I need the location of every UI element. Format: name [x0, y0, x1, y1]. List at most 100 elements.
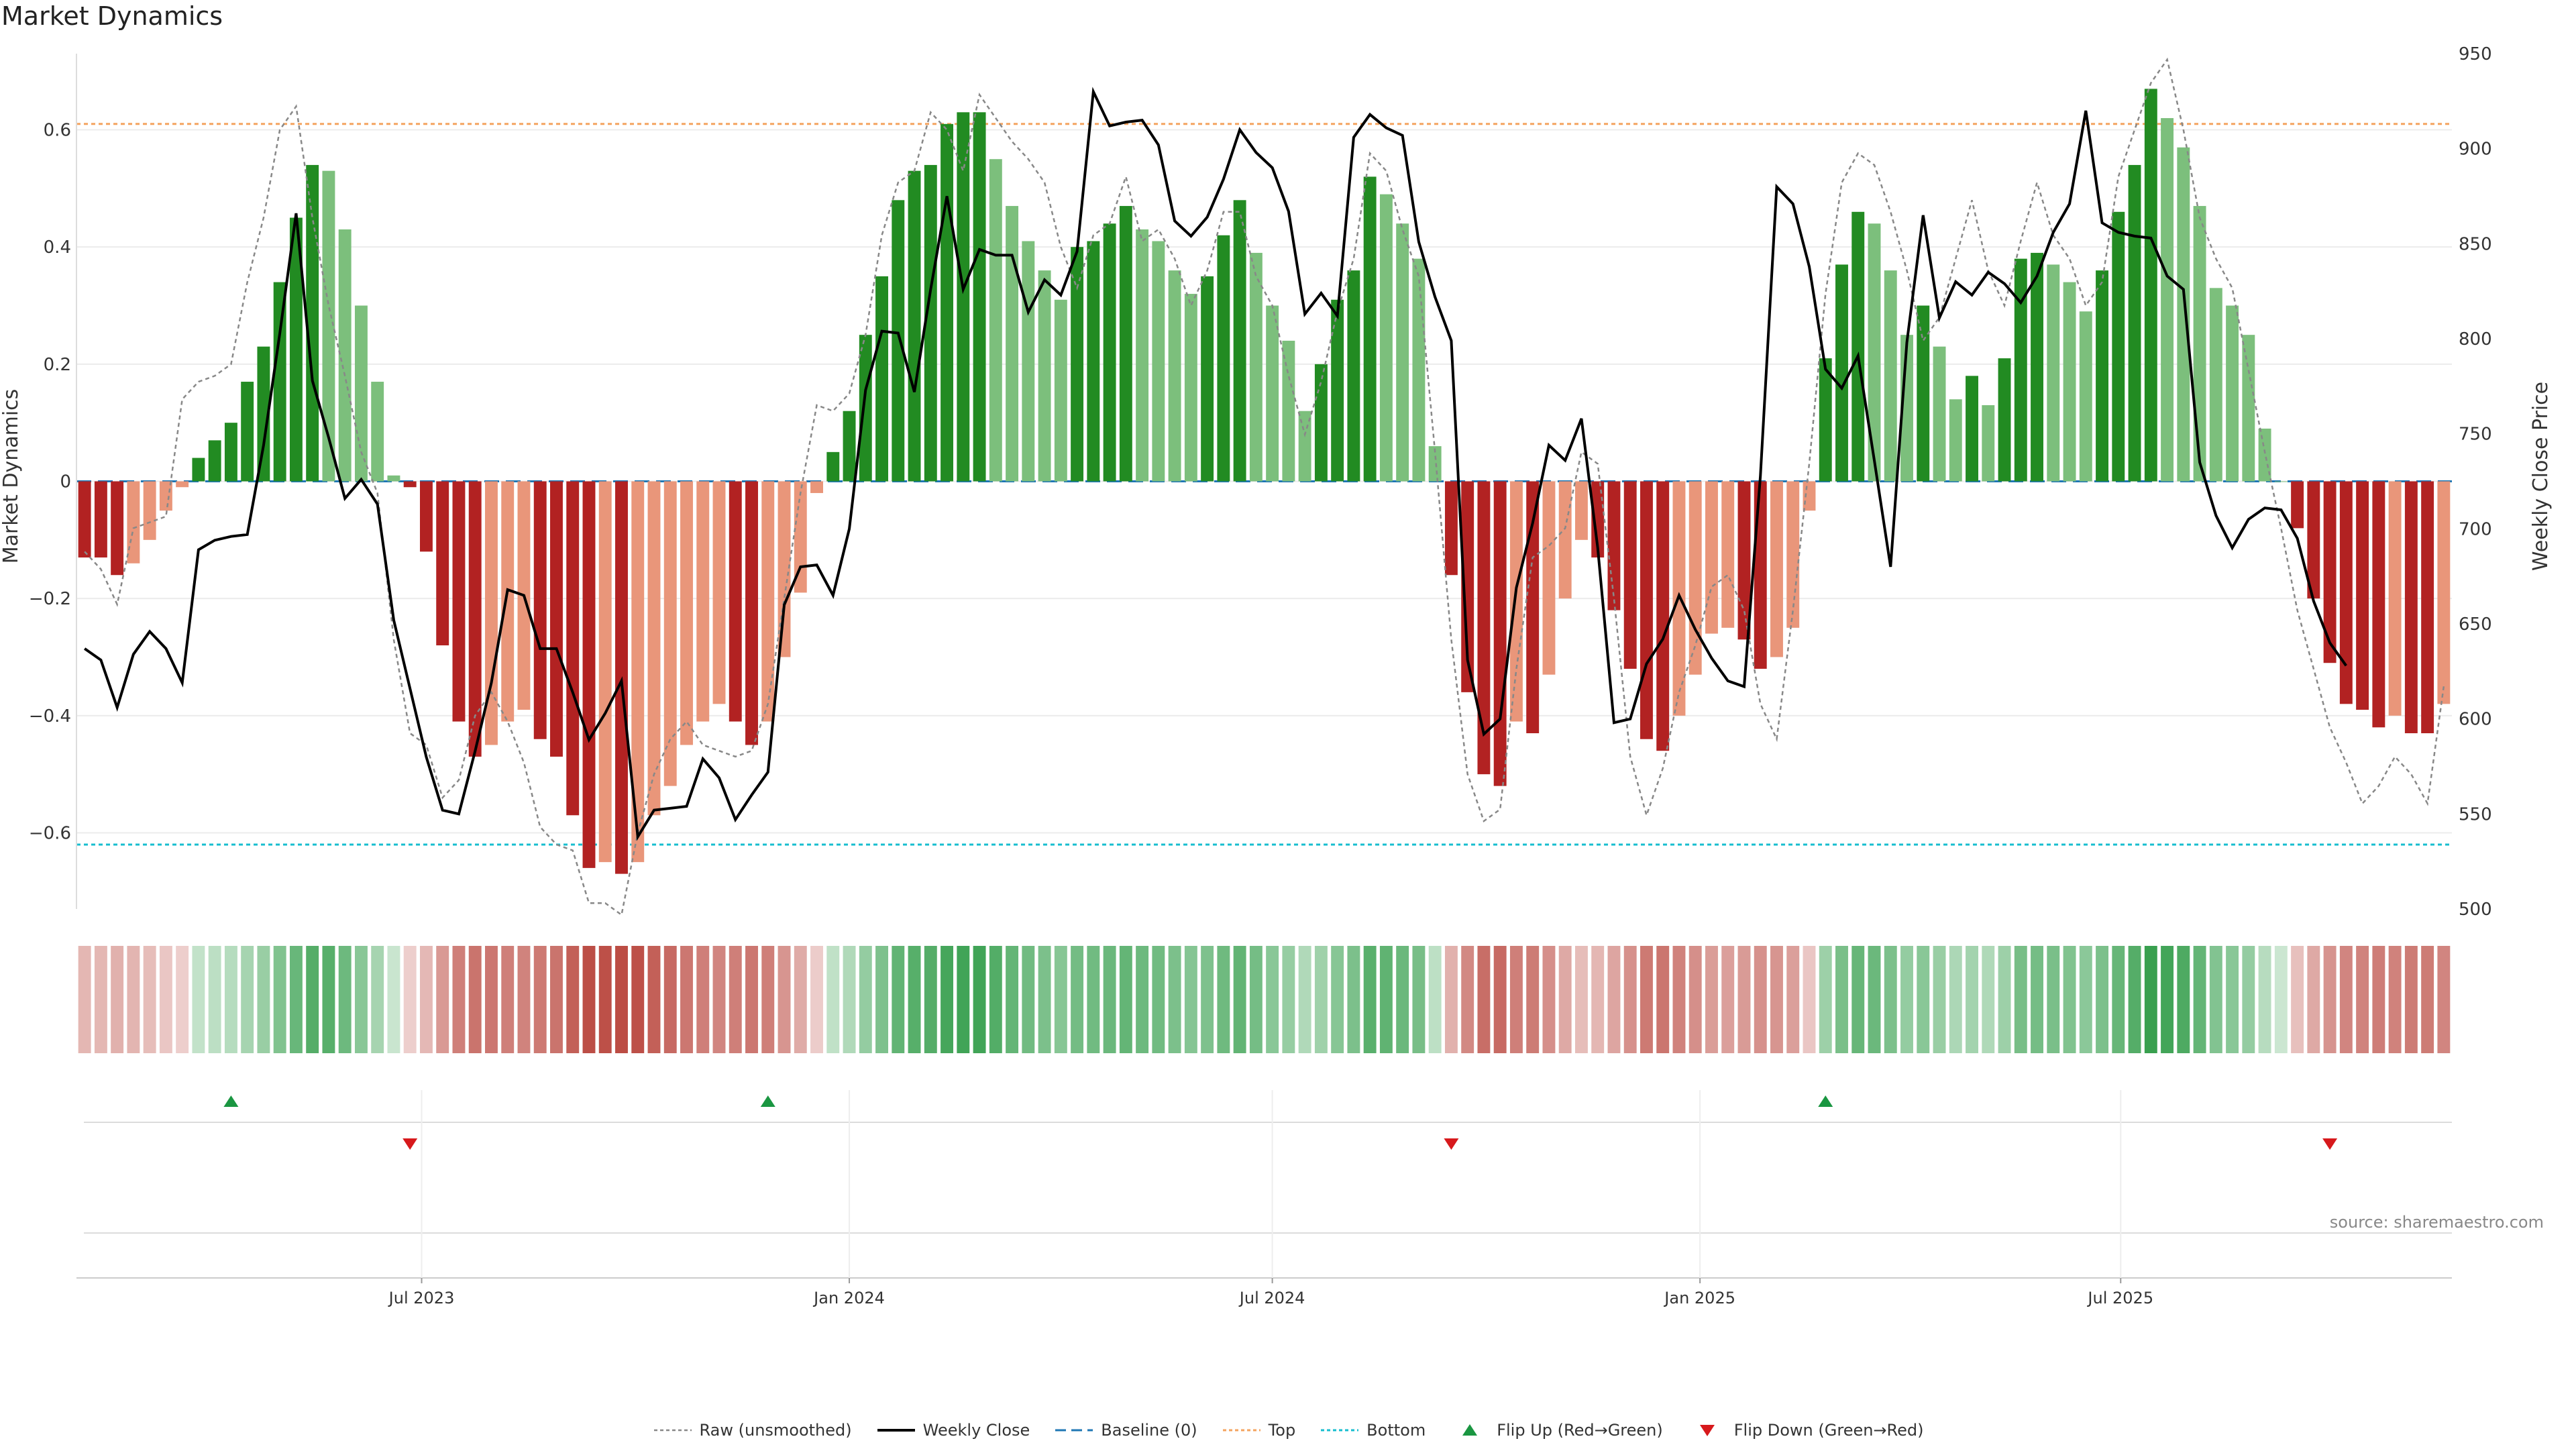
heat-cell	[257, 946, 270, 1053]
dynamics-bar	[843, 411, 856, 482]
flip-up-marker	[1818, 1095, 1833, 1107]
heat-cell	[1006, 946, 1019, 1053]
dynamics-bar	[1851, 211, 1865, 482]
heat-cell	[2014, 946, 2027, 1053]
right-axis: 950 900 850 800 750 700 650 600 550 500	[2459, 44, 2492, 920]
heat-cell	[1851, 946, 1865, 1053]
y2-tick-label: 850	[2459, 234, 2492, 254]
heat-cell	[2307, 946, 2320, 1053]
heat-cell	[663, 946, 677, 1053]
dynamics-bar	[2372, 481, 2385, 728]
heat-cell	[1314, 946, 1328, 1053]
dynamics-bar	[2014, 258, 2027, 482]
heat-cell	[176, 946, 189, 1053]
legend-label: Raw (unsmoothed)	[699, 1421, 852, 1440]
heat-cell	[2421, 946, 2434, 1053]
heat-cell	[468, 946, 482, 1053]
y2-tick-label: 550	[2459, 804, 2492, 824]
dynamics-bar	[566, 481, 580, 816]
dynamics-bar	[533, 481, 547, 739]
heat-cell	[631, 946, 645, 1053]
y-tick-label: −0.4	[29, 706, 71, 727]
heat-cell	[1786, 946, 1800, 1053]
dynamics-bar	[306, 164, 319, 482]
heat-cell	[387, 946, 400, 1053]
legend-label: Top	[1268, 1421, 1296, 1440]
heat-cell	[1949, 946, 1962, 1053]
dynamics-bar	[2112, 211, 2125, 482]
dynamics-bar	[452, 481, 466, 722]
y2-tick-label: 950	[2459, 44, 2492, 64]
heat-cell	[2372, 946, 2385, 1053]
dynamics-bar	[1119, 206, 1132, 482]
heat-cell	[1071, 946, 1084, 1053]
flip_up-legend-icon	[1462, 1424, 1478, 1436]
y2-tick-label: 700	[2459, 519, 2492, 539]
dynamics-bar	[1298, 411, 1311, 482]
y-tick-label: 0.6	[44, 121, 71, 141]
heat-cell	[306, 946, 319, 1053]
legend-item-close: Weekly Close	[876, 1421, 1030, 1440]
dynamics-bar	[1754, 481, 1767, 669]
heat-cell	[2339, 946, 2353, 1053]
legend-label: Weekly Close	[922, 1421, 1030, 1440]
bottom-legend-icon	[1321, 1429, 1359, 1432]
y2-tick-label: 800	[2459, 329, 2492, 350]
dynamics-bar	[403, 481, 417, 488]
heat-cell	[1542, 946, 1556, 1053]
heat-cell	[1672, 946, 1686, 1053]
dynamics-bar	[1737, 481, 1751, 640]
dynamics-bar	[582, 481, 596, 868]
dynamics-bar	[2421, 481, 2434, 734]
dynamics-bar	[761, 481, 775, 722]
heat-cell	[745, 946, 758, 1053]
heat-cell	[1331, 946, 1344, 1053]
dynamics-bar	[338, 229, 352, 482]
dynamics-bar	[1803, 481, 1816, 511]
date-axis: Jul 2023 Jan 2024 Jul 2024 Jan 2025 Jul 2025	[388, 1278, 2153, 1307]
dynamics-bar	[2177, 147, 2190, 482]
heat-cell	[354, 946, 368, 1053]
heat-cell	[989, 946, 1002, 1053]
dynamics-bar	[1786, 481, 1800, 628]
heat-cell	[582, 946, 596, 1053]
heat-cell	[1493, 946, 1507, 1053]
dynamics-bar	[1136, 229, 1149, 482]
raw-line	[84, 57, 2445, 916]
raw-legend-icon	[653, 1429, 692, 1432]
heat-cell	[2323, 946, 2337, 1053]
weekly-close-series	[83, 87, 2347, 841]
heat-cell	[1933, 946, 1946, 1053]
heat-cell	[1591, 946, 1605, 1053]
dynamics-bar	[1705, 481, 1718, 634]
heat-cell	[1770, 946, 1783, 1053]
close-legend-icon	[877, 1429, 915, 1432]
x-tick-label: Jan 2025	[1663, 1289, 1735, 1307]
dynamics-bar	[1217, 235, 1230, 482]
heat-cell	[1038, 946, 1051, 1053]
heat-cell	[1558, 946, 1572, 1053]
dynamics-bar	[1444, 481, 1458, 576]
heat-cell	[2437, 946, 2451, 1053]
dynamics-bar	[501, 481, 515, 722]
dynamics-bar	[1006, 206, 1019, 482]
dynamics-bar	[2291, 481, 2304, 529]
heat-cell	[436, 946, 449, 1053]
heat-cell	[1868, 946, 1881, 1053]
dynamics-bar	[1428, 446, 1442, 482]
heat-cell	[1835, 946, 1848, 1053]
legend-item-bottom: Bottom	[1320, 1421, 1426, 1440]
heat-cell	[1623, 946, 1637, 1053]
dynamics-bar	[1379, 194, 1393, 482]
dynamics-bar	[1249, 252, 1263, 482]
flip-down-marker	[2322, 1138, 2338, 1150]
heat-cell	[1900, 946, 1913, 1053]
dynamics-bar	[1623, 481, 1637, 669]
dynamics-bar	[322, 170, 335, 482]
legend-label: Bottom	[1366, 1421, 1426, 1440]
dynamics-bar	[1819, 358, 1832, 482]
heat-cell	[712, 946, 726, 1053]
heat-cell	[159, 946, 172, 1053]
heat-cell	[1998, 946, 2011, 1053]
heat-cell	[1428, 946, 1442, 1053]
